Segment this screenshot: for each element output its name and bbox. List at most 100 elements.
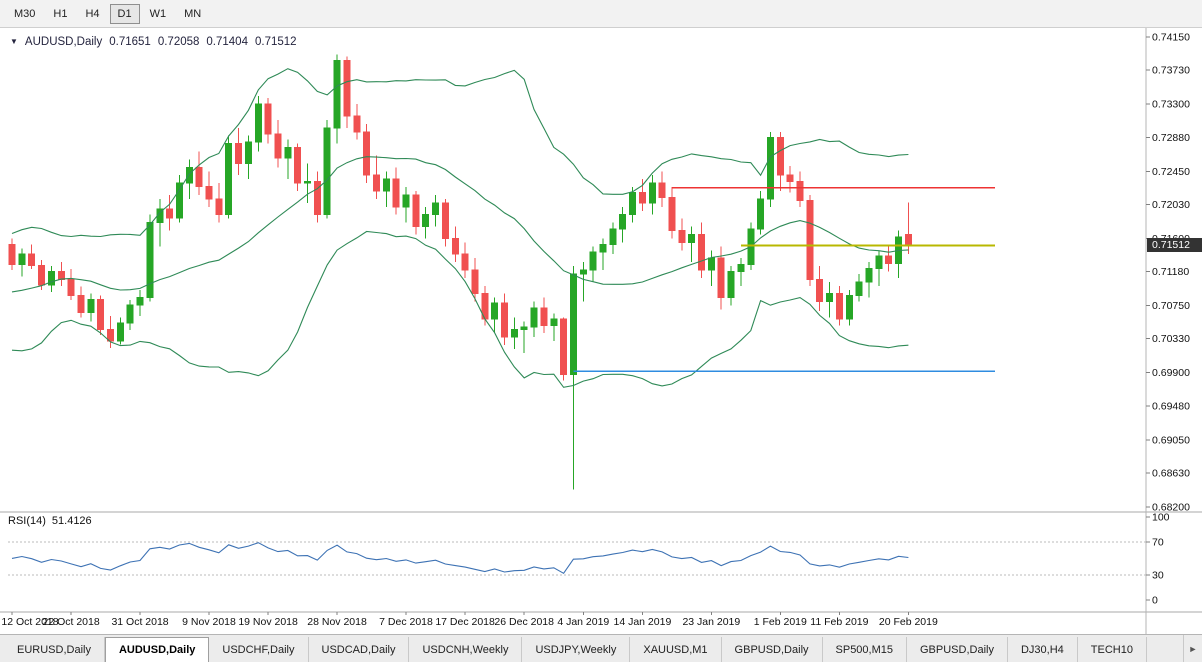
chart-tab-2[interactable]: USDCHF,Daily <box>209 637 309 662</box>
rsi-indicator-label: RSI(14) 51.4126 <box>8 515 92 527</box>
candle <box>845 294 853 320</box>
ohlc-open-value: 0.71651 <box>109 36 151 48</box>
date-axis-label: 22 Oct 2018 <box>42 616 99 628</box>
candle <box>599 244 607 253</box>
tab-scroll-right-button[interactable]: ► <box>1183 635 1202 662</box>
candle <box>146 222 154 299</box>
price-axis-label: 0.69050 <box>1152 434 1190 446</box>
candle <box>698 233 705 271</box>
chart-window: 0.74150 0.73730 0.73300 0.72880 0.72450 0.720… <box>0 28 1202 634</box>
candle <box>372 174 380 192</box>
candle <box>274 133 282 159</box>
candle <box>530 307 538 328</box>
rsi-axis-label: 0 <box>1152 595 1158 607</box>
timeframe-button-w1[interactable]: W1 <box>142 4 175 24</box>
date-axis-label: 7 Dec 2018 <box>379 616 433 628</box>
candle <box>422 214 430 228</box>
candle <box>313 181 321 216</box>
candle <box>717 257 725 299</box>
price-axis-label: 0.73730 <box>1152 65 1190 77</box>
chart-tab-1[interactable]: AUDUSD,Daily <box>104 637 210 662</box>
date-axis-label: 26 Dec 2018 <box>494 616 554 628</box>
candle <box>826 293 834 303</box>
candle <box>254 103 262 143</box>
chart-tab-bar: EURUSD,Daily AUDUSD,Daily USDCHF,Daily USDC… <box>0 634 1202 662</box>
candle <box>688 233 696 243</box>
candle <box>491 302 499 320</box>
candle <box>648 182 656 204</box>
timeframe-button-h1[interactable]: H1 <box>45 4 75 24</box>
price-axis-label: 0.72880 <box>1152 132 1190 144</box>
candle <box>107 328 114 342</box>
candle <box>97 298 105 330</box>
chart-symbol-label: AUDUSD,Daily <box>24 36 103 48</box>
date-axis-label: 17 Dec 2018 <box>435 616 495 628</box>
chart-tab-0[interactable]: EURUSD,Daily <box>4 637 105 662</box>
candle <box>284 147 292 159</box>
rsi-axis-label: 100 <box>1152 512 1170 524</box>
chart-tab-4[interactable]: USDCNH,Weekly <box>409 637 523 662</box>
candle <box>195 166 203 187</box>
rsi-axis-label: 30 <box>1152 570 1164 582</box>
timeframe-toolbar: M30 H1 H4 D1 W1 MN <box>0 0 1202 28</box>
candle <box>343 60 351 117</box>
date-axis-label: 1 Feb 2019 <box>754 616 807 628</box>
chart-tab-5[interactable]: USDJPY,Weekly <box>522 637 631 662</box>
ohlc-low-value: 0.71404 <box>206 36 248 48</box>
candle <box>501 302 508 338</box>
candle <box>28 253 36 266</box>
candle <box>540 307 548 326</box>
tab-scroll-right-icon: ► <box>1188 643 1198 654</box>
candle <box>875 255 883 269</box>
candle <box>323 127 331 216</box>
candle <box>638 192 646 204</box>
chart-tab-3[interactable]: USDCAD,Daily <box>309 637 410 662</box>
candle <box>8 244 16 265</box>
chart-tab-7[interactable]: GBPUSD,Daily <box>722 637 823 662</box>
current-price-badge: 0.71512 <box>1147 238 1202 253</box>
candle <box>579 269 587 275</box>
candle <box>412 194 420 228</box>
candle <box>264 103 272 135</box>
candle <box>333 60 341 129</box>
candle <box>166 208 174 219</box>
bollinger-upper-band <box>11 68 909 238</box>
candle <box>353 115 361 133</box>
candle <box>392 178 400 208</box>
candle <box>796 181 804 202</box>
price-axis-label: 0.72030 <box>1152 199 1190 211</box>
candle <box>18 253 26 265</box>
candle <box>136 297 144 306</box>
chart-tab-11[interactable]: TECH10 <box>1078 637 1147 662</box>
timeframe-button-m30[interactable]: M30 <box>6 4 43 24</box>
chart-tab-9[interactable]: GBPUSD,Daily <box>907 637 1008 662</box>
chart-tab-6[interactable]: XAUUSD,M1 <box>630 637 722 662</box>
date-axis-label: 4 Jan 2019 <box>557 616 609 628</box>
price-axis-label: 0.71180 <box>1152 266 1189 278</box>
candle <box>589 251 597 271</box>
price-axis-label: 0.69900 <box>1152 367 1190 379</box>
candle <box>77 294 85 314</box>
timeframe-button-d1[interactable]: D1 <box>109 3 140 24</box>
candle <box>885 255 893 265</box>
candle <box>471 269 479 295</box>
candle <box>432 202 440 216</box>
candle <box>47 271 55 286</box>
chart-canvas[interactable]: 0.74150 0.73730 0.73300 0.72880 0.72450 0.720… <box>0 28 1202 634</box>
candle <box>766 136 774 200</box>
candle <box>451 237 459 255</box>
timeframe-button-mn[interactable]: MN <box>176 4 209 24</box>
candle <box>678 230 686 243</box>
candle <box>668 196 676 232</box>
price-axis-label: 0.74150 <box>1152 32 1190 44</box>
candle <box>185 166 193 184</box>
chart-title: ▼ AUDUSD,Daily 0.71651 0.72058 0.71404 0… <box>10 36 297 48</box>
candle <box>619 214 627 230</box>
candle <box>609 228 617 246</box>
chart-tab-8[interactable]: SP500,M15 <box>823 637 907 662</box>
candle <box>205 185 213 200</box>
chart-tab-10[interactable]: DJ30,H4 <box>1008 637 1078 662</box>
timeframe-button-h4[interactable]: H4 <box>77 4 107 24</box>
date-axis-label: 9 Nov 2018 <box>182 616 236 628</box>
